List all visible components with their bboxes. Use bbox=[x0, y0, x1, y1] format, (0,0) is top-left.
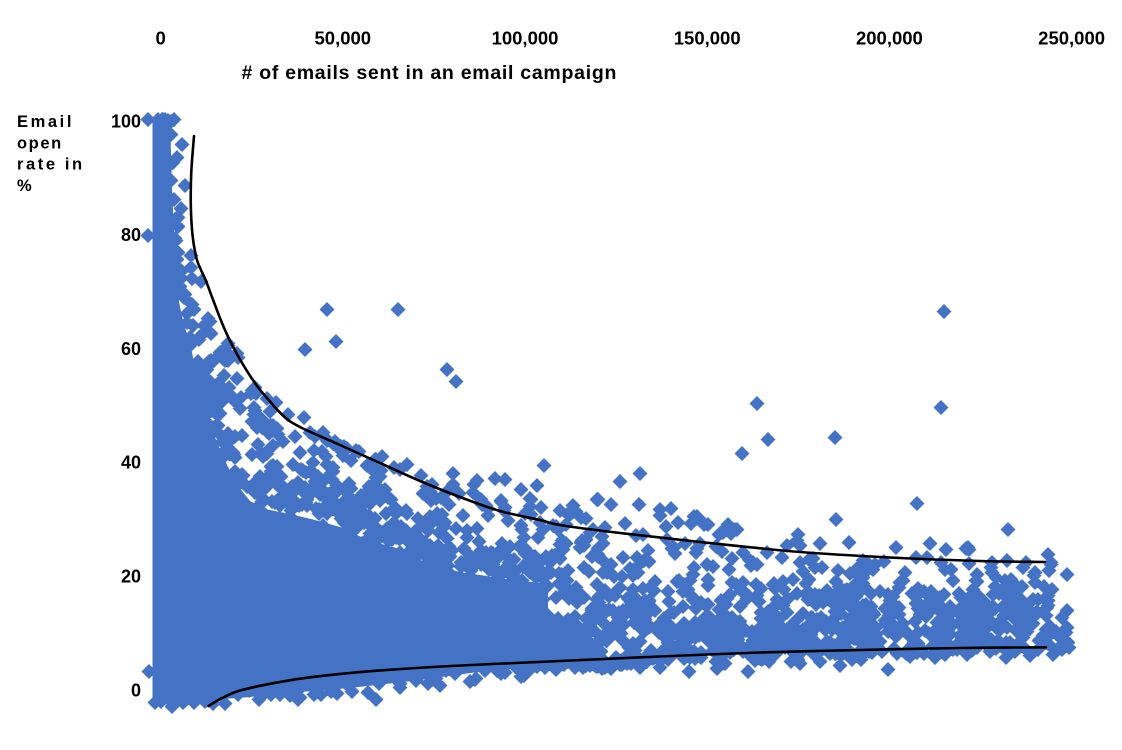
svg-text:100,000: 100,000 bbox=[492, 27, 559, 48]
svg-text:Email: Email bbox=[17, 113, 74, 131]
svg-text:80: 80 bbox=[121, 225, 141, 245]
svg-text:50,000: 50,000 bbox=[315, 27, 372, 48]
svg-text:rate in: rate in bbox=[17, 156, 85, 174]
svg-text:# of emails sent in an email c: # of emails sent in an email campaign bbox=[242, 62, 618, 84]
svg-text:200,000: 200,000 bbox=[856, 27, 923, 48]
svg-text:20: 20 bbox=[121, 567, 141, 587]
svg-text:%: % bbox=[17, 177, 32, 195]
svg-text:60: 60 bbox=[121, 339, 141, 359]
svg-text:250,000: 250,000 bbox=[1038, 27, 1105, 48]
svg-text:40: 40 bbox=[121, 453, 141, 473]
svg-text:0: 0 bbox=[131, 680, 141, 700]
svg-text:0: 0 bbox=[155, 27, 165, 48]
svg-text:open: open bbox=[17, 134, 63, 152]
svg-text:150,000: 150,000 bbox=[674, 27, 741, 48]
svg-text:100: 100 bbox=[111, 111, 141, 131]
